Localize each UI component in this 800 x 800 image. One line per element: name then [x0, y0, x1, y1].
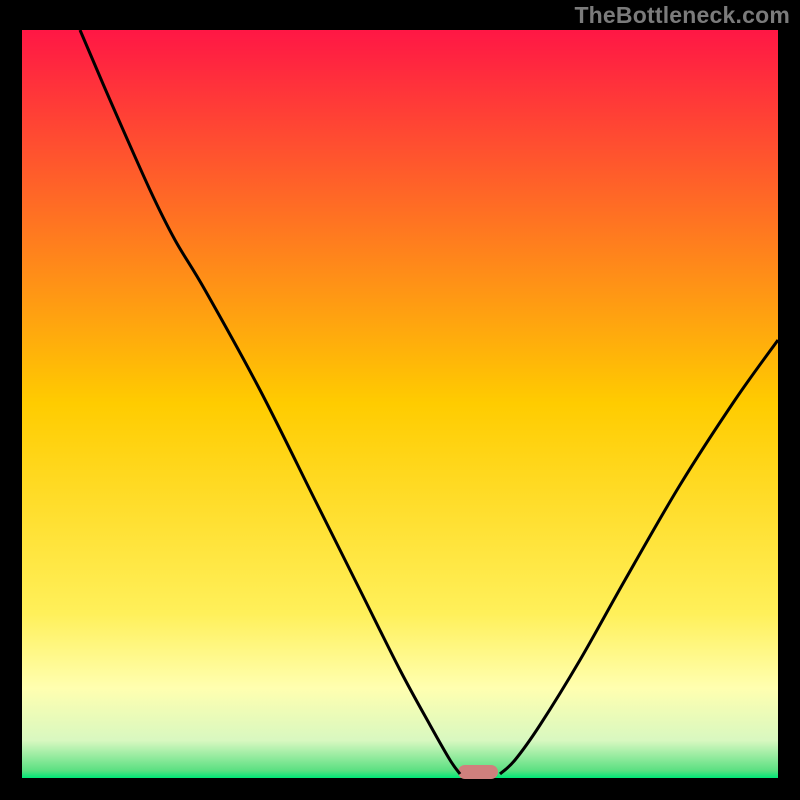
watermark-text: TheBottleneck.com: [574, 2, 790, 29]
bottleneck-chart: [0, 0, 800, 800]
bottleneck-marker: [458, 765, 498, 779]
chart-background-gradient: [22, 30, 778, 778]
